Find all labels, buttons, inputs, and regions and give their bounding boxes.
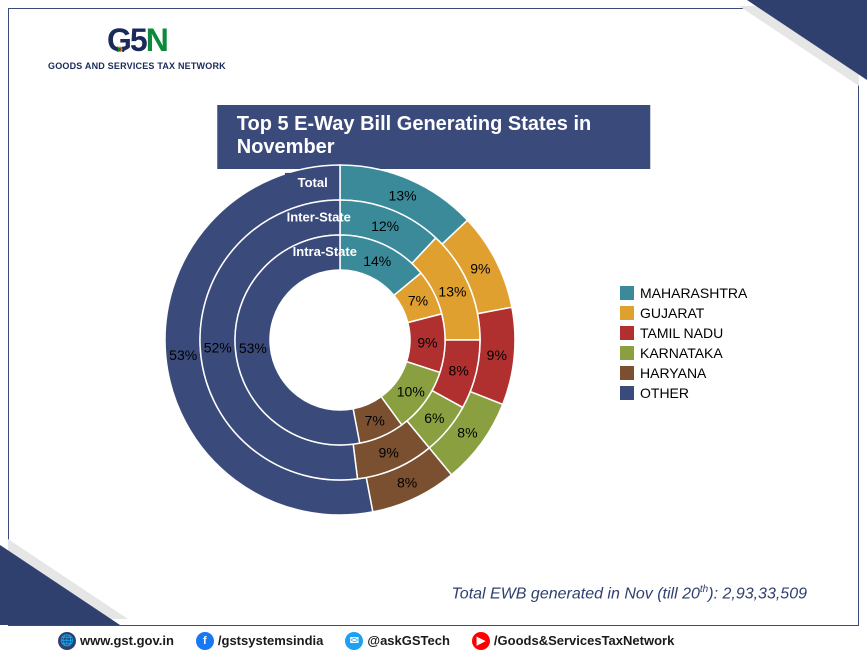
footer-tw-text: @askGSTech: [367, 633, 450, 648]
slice-pct-label: 12%: [371, 218, 399, 234]
logo-letter-s: 5: [130, 22, 146, 59]
footer-fb-text: /gstsystemsindia: [218, 633, 324, 648]
footer-yt-text: /Goods&ServicesTaxNetwork: [494, 633, 674, 648]
footnote-sup: th: [700, 584, 708, 595]
slice-pct-label: 53%: [169, 347, 197, 363]
corner-accent-bottom-left: [0, 545, 120, 625]
legend-item: TAMIL NADU: [620, 325, 747, 341]
legend-label: HARYANA: [640, 365, 706, 381]
footnote-prefix: Total EWB generated in Nov (till 20: [451, 585, 699, 602]
legend-item: HARYANA: [620, 365, 747, 381]
twitter-icon: ✉: [345, 632, 363, 650]
legend-label: GUJARAT: [640, 305, 704, 321]
slice-pct-label: 8%: [449, 362, 469, 378]
slice-pct-label: 7%: [365, 412, 385, 428]
ring-label: Total: [298, 175, 328, 190]
footnote: Total EWB generated in Nov (till 20th): …: [451, 584, 807, 603]
footer-web: 🌐 www.gst.gov.in: [58, 632, 174, 650]
footer-twitter: ✉ @askGSTech: [345, 632, 450, 650]
legend-swatch: [620, 346, 634, 360]
facebook-icon: f: [196, 632, 214, 650]
legend-swatch: [620, 366, 634, 380]
footnote-suffix: ): 2,93,33,509: [708, 585, 807, 602]
slice-pct-label: 9%: [379, 444, 399, 460]
globe-icon: 🌐: [58, 632, 76, 650]
gstn-logo: G ››› 5 N GOODS AND SERVICES TAX NETWORK: [48, 22, 226, 71]
slice-pct-label: 6%: [424, 410, 444, 426]
legend-item: KARNATAKA: [620, 345, 747, 361]
slice-pct-label: 13%: [389, 187, 417, 203]
slice-pct-label: 13%: [438, 283, 466, 299]
legend-swatch: [620, 326, 634, 340]
slice-pct-label: 9%: [487, 347, 507, 363]
nested-donut-chart: 13%9%9%8%8%53%12%13%8%6%9%52%14%7%9%10%7…: [150, 150, 530, 530]
logo-arrows-icon: ›››: [116, 40, 124, 56]
slice-pct-label: 9%: [470, 260, 490, 276]
slice-pct-label: 8%: [457, 425, 477, 441]
legend-item: MAHARASHTRA: [620, 285, 747, 301]
slice-pct-label: 52%: [204, 340, 232, 356]
logo-mark: G ››› 5 N: [107, 22, 167, 59]
slice-pct-label: 9%: [417, 335, 437, 351]
legend-swatch: [620, 306, 634, 320]
ring-label: Inter-State: [287, 209, 351, 224]
slice-pct-label: 8%: [397, 475, 417, 491]
legend-item: OTHER: [620, 385, 747, 401]
footer-bar: 🌐 www.gst.gov.in f /gstsystemsindia ✉ @a…: [8, 625, 859, 655]
legend-item: GUJARAT: [620, 305, 747, 321]
legend-label: MAHARASHTRA: [640, 285, 747, 301]
slice-pct-label: 53%: [239, 340, 267, 356]
footer-web-text: www.gst.gov.in: [80, 633, 174, 648]
legend-swatch: [620, 286, 634, 300]
footer-youtube: ▶ /Goods&ServicesTaxNetwork: [472, 632, 674, 650]
chart-legend: MAHARASHTRA GUJARAT TAMIL NADU KARNATAKA HAR…: [620, 285, 747, 405]
logo-subtitle: GOODS AND SERVICES TAX NETWORK: [48, 61, 226, 71]
footer-facebook: f /gstsystemsindia: [196, 632, 324, 650]
logo-letter-n: N: [146, 22, 167, 59]
slice-pct-label: 7%: [408, 292, 428, 308]
slice-pct-label: 14%: [363, 253, 391, 269]
legend-label: KARNATAKA: [640, 345, 723, 361]
slice-pct-label: 10%: [397, 383, 425, 399]
legend-label: TAMIL NADU: [640, 325, 723, 341]
corner-accent-top-right: [747, 0, 867, 80]
youtube-icon: ▶: [472, 632, 490, 650]
ring-label: Intra-State: [293, 244, 357, 259]
legend-label: OTHER: [640, 385, 689, 401]
legend-swatch: [620, 386, 634, 400]
